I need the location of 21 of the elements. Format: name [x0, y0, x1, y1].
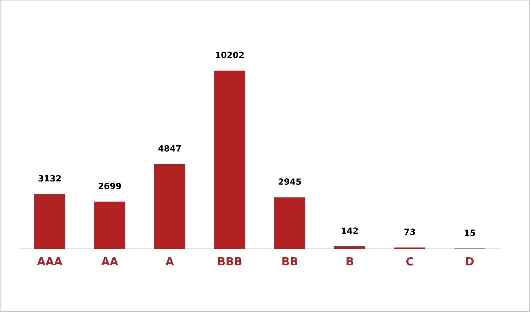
- x-tick-label: A: [166, 258, 174, 266]
- bar: [34, 194, 66, 249]
- x-tick-label: BBB: [218, 258, 242, 266]
- x-tick-label: B: [346, 258, 354, 266]
- x-tick-label: BB: [282, 258, 298, 266]
- x-tick-label: AAA: [37, 258, 63, 266]
- data-label: 15: [465, 230, 476, 236]
- data-label: 142: [342, 228, 358, 234]
- data-label: 10202: [216, 52, 244, 58]
- bar: [154, 164, 186, 249]
- data-label: 73: [404, 228, 416, 236]
- x-tick-label: D: [466, 258, 474, 266]
- x-tick-label: AA: [102, 258, 118, 266]
- data-label: 2699: [98, 182, 122, 190]
- x-tick-label: C: [406, 258, 414, 266]
- bar: [214, 70, 246, 249]
- bar: [274, 198, 306, 249]
- bar: [94, 202, 126, 249]
- data-label: 2945: [278, 178, 302, 186]
- data-label: 4847: [158, 145, 182, 152]
- data-label: 3132: [38, 175, 62, 182]
